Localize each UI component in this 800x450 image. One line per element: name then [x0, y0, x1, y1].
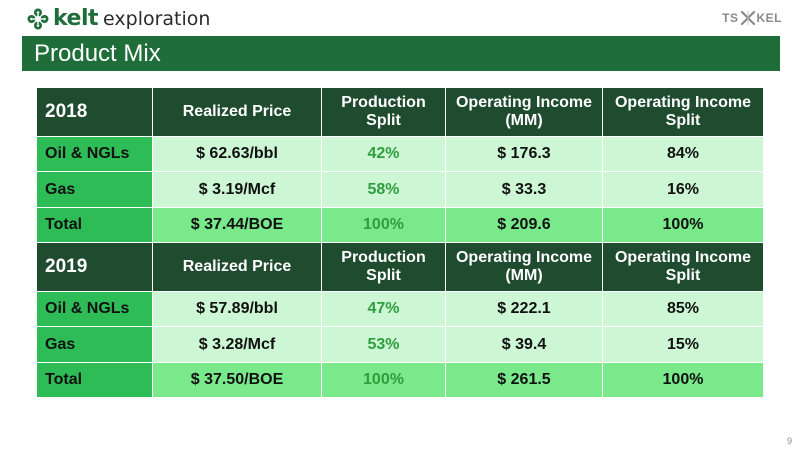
title-bar: Product Mix: [22, 36, 780, 71]
year-label: 2018: [36, 86, 153, 138]
realized-price: $ 37.44/BOE: [152, 206, 322, 243]
operating-income-split: 100%: [602, 361, 764, 399]
operating-income-split: 100%: [602, 206, 764, 243]
realized-price: $ 37.50/BOE: [152, 361, 322, 399]
realized-price: $ 3.19/Mcf: [152, 171, 322, 208]
table-row: Gas $ 3.28/Mcf 53% $ 39.4 15%: [36, 326, 764, 363]
tsx-prefix: TS: [722, 11, 739, 25]
table-header-row: 2018 Realized Price Production Split Ope…: [36, 86, 764, 138]
operating-income: $ 33.3: [445, 171, 603, 208]
product-label: Total: [36, 361, 153, 399]
operating-income: $ 222.1: [445, 291, 603, 328]
production-split: 100%: [321, 206, 446, 243]
production-split: 42%: [321, 136, 446, 173]
production-split: 58%: [321, 171, 446, 208]
table-row: Gas $ 3.19/Mcf 58% $ 33.3 16%: [36, 171, 764, 208]
table-row: Oil & NGLs $ 62.63/bbl 42% $ 176.3 84%: [36, 136, 764, 173]
operating-income: $ 209.6: [445, 206, 603, 243]
production-split: 47%: [321, 291, 446, 328]
operating-income: $ 176.3: [445, 136, 603, 173]
realized-price: $ 57.89/bbl: [152, 291, 322, 328]
column-header: Production Split: [321, 241, 446, 293]
realized-price: $ 62.63/bbl: [152, 136, 322, 173]
column-header: Operating Income Split: [602, 241, 764, 293]
page-number: 9: [786, 436, 792, 446]
brand-name: kelt: [53, 6, 99, 31]
column-header: Operating Income Split: [602, 86, 764, 138]
production-split: 53%: [321, 326, 446, 363]
page-title: Product Mix: [34, 40, 161, 67]
column-header: Operating Income (MM): [445, 241, 603, 293]
product-label: Oil & NGLs: [36, 291, 153, 328]
table-header-row: 2019 Realized Price Production Split Ope…: [36, 241, 764, 293]
realized-price: $ 3.28/Mcf: [152, 326, 322, 363]
column-header: Operating Income (MM): [445, 86, 603, 138]
product-label: Gas: [36, 326, 153, 363]
table-total-row: Total $ 37.50/BOE 100% $ 261.5 100%: [36, 361, 764, 399]
product-label: Total: [36, 206, 153, 243]
operating-income: $ 39.4: [445, 326, 603, 363]
product-mix-table: 2018 Realized Price Production Split Ope…: [36, 86, 764, 399]
operating-income-split: 16%: [602, 171, 764, 208]
operating-income-split: 84%: [602, 136, 764, 173]
table-row: Oil & NGLs $ 57.89/bbl 47% $ 222.1 85%: [36, 291, 764, 328]
clover-leaf-icon: [27, 8, 49, 30]
operating-income: $ 261.5: [445, 361, 603, 399]
kelt-logo: kelt exploration: [27, 5, 210, 33]
product-label: Oil & NGLs: [36, 136, 153, 173]
column-header: Realized Price: [152, 86, 322, 138]
column-header: Production Split: [321, 86, 446, 138]
tsx-ticker-logo: TS KEL: [722, 10, 782, 26]
production-split: 100%: [321, 361, 446, 399]
product-label: Gas: [36, 171, 153, 208]
operating-income-split: 85%: [602, 291, 764, 328]
column-header: Realized Price: [152, 241, 322, 293]
crossed-star-icon: [740, 10, 755, 26]
year-label: 2019: [36, 241, 153, 293]
brand-subtitle: exploration: [103, 7, 211, 30]
tsx-symbol: KEL: [756, 11, 782, 25]
table-total-row: Total $ 37.44/BOE 100% $ 209.6 100%: [36, 206, 764, 243]
operating-income-split: 15%: [602, 326, 764, 363]
